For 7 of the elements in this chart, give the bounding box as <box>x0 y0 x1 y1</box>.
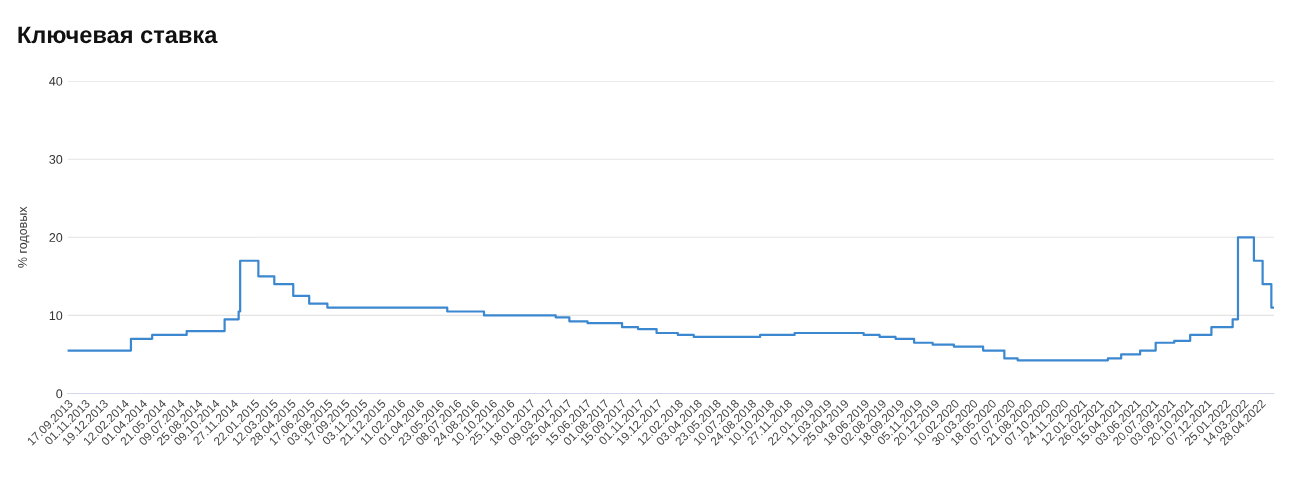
chart-title: Ключевая ставка <box>18 26 218 44</box>
y-tick-label: 10 <box>49 311 63 321</box>
y-tick-label: 30 <box>49 155 63 164</box>
y-tick-label: 0 <box>56 389 63 399</box>
y-axis-title: % годовых <box>18 206 30 268</box>
y-tick-label: 40 <box>49 76 63 86</box>
y-tick-label: 20 <box>49 233 63 242</box>
